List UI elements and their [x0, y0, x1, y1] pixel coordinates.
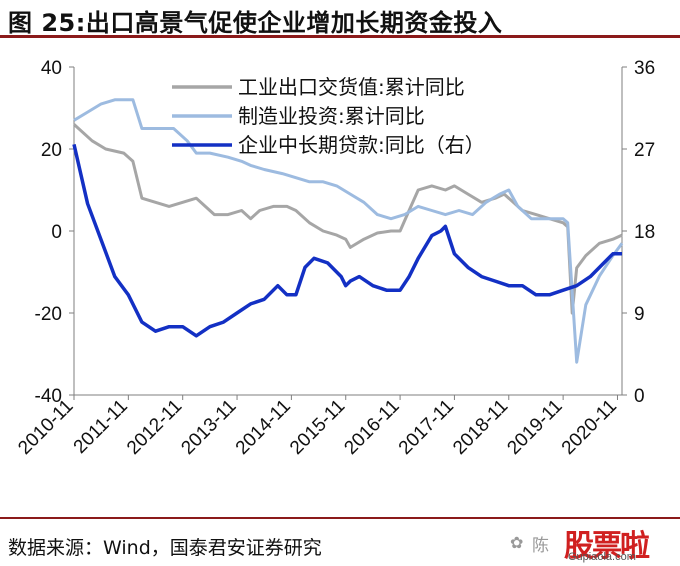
- x-tick-label: 2019-11: [503, 396, 566, 459]
- watermark: ✿ 陈 股票啦 Gupiaola.com: [510, 523, 675, 564]
- legend-label-1: 工业出口交货值:累计同比: [238, 75, 465, 99]
- watermark-text: 陈: [532, 536, 549, 556]
- x-tick-label: 2011-11: [70, 396, 132, 458]
- x-tick-label: 2013-11: [177, 396, 240, 459]
- chart-title: 图 25:出口高景气促使企业增加长期资金投入: [8, 9, 503, 37]
- data-source: 数据来源：Wind，国泰君安证券研究: [8, 537, 322, 559]
- series-line-3: [72, 144, 622, 338]
- line-chart: 40200-20-40362718902010-112011-112012-11…: [14, 58, 655, 459]
- legend-label-3: 企业中长期贷款:同比（右）: [238, 133, 485, 157]
- y-left-tick-label: 0: [51, 222, 62, 243]
- series-line-2: [73, 98, 624, 364]
- y-left-tick-label: 40: [41, 58, 62, 79]
- y-right-tick-label: 27: [634, 140, 655, 161]
- title-bar: 图 25:出口高景气促使企业增加长期资金投入: [0, 0, 680, 38]
- x-tick-label: 2016-11: [340, 396, 403, 459]
- watermark-domain: Gupiaola.com: [568, 551, 636, 563]
- x-tick-label: 2018-11: [449, 396, 512, 459]
- x-tick-label: 2020-11: [558, 396, 621, 459]
- wechat-icon: ✿: [510, 533, 524, 552]
- y-right-tick-label: 9: [634, 304, 645, 325]
- y-left-tick-label: 20: [41, 140, 62, 161]
- watermark-logo: 股票啦: [564, 529, 650, 564]
- legend-label-2: 制造业投资:累计同比: [238, 104, 425, 128]
- y-right-tick-label: 18: [634, 222, 655, 243]
- x-tick-label: 2012-11: [123, 396, 186, 459]
- y-right-tick-label: 0: [634, 386, 645, 407]
- x-tick-label: 2014-11: [232, 396, 295, 459]
- y-left-tick-label: -40: [35, 386, 62, 407]
- y-right-tick-label: 36: [634, 58, 655, 79]
- chart-series: [72, 98, 624, 364]
- x-tick-label: 2015-11: [286, 396, 349, 459]
- y-left-tick-label: -20: [35, 304, 62, 325]
- x-tick-label: 2017-11: [395, 396, 458, 459]
- footer: 数据来源：Wind，国泰君安证券研究 ✿ 陈 股票啦 Gupiaola.com: [0, 517, 680, 566]
